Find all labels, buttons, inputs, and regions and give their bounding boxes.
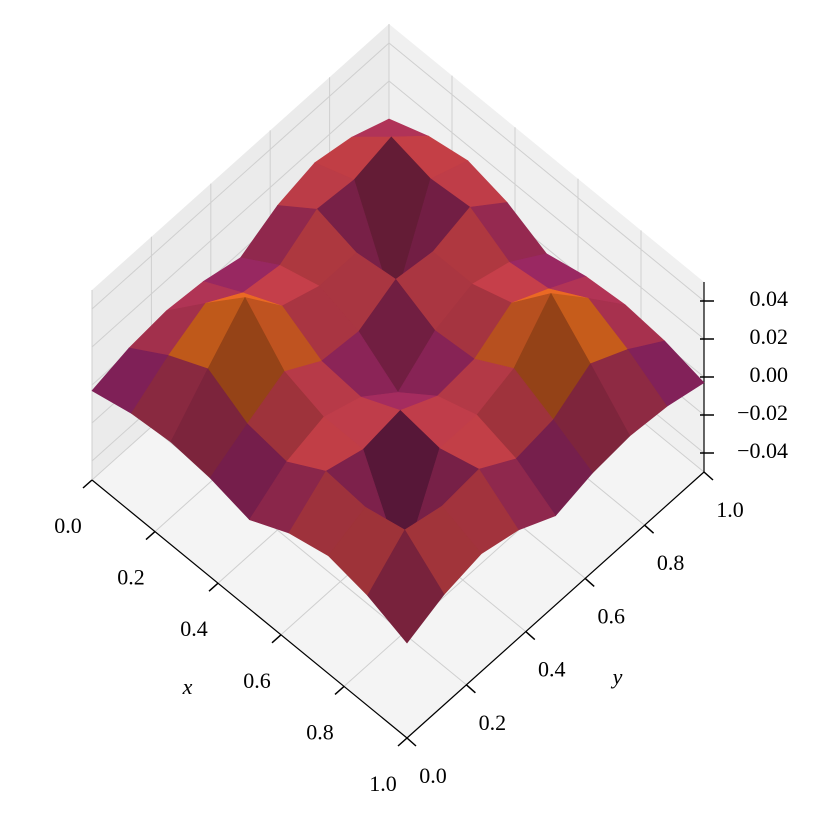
grid-line [91,42,390,310]
grid-line [388,42,705,302]
z-tick-label: 0.04 [750,286,789,311]
y-tick-label: 0.2 [479,710,507,735]
x-tick-label: 0.0 [54,513,82,538]
y-tick-label: 0.0 [419,763,447,788]
z-tick-label: −0.02 [737,400,788,425]
y-tick [465,684,476,694]
axis-line [91,479,408,739]
x-tick [397,737,408,747]
x-tick [334,685,345,695]
y-tick [525,631,536,641]
z-tick-label: 0.00 [750,362,789,387]
x-tick-label: 0.2 [117,565,145,590]
y-tick-label: 0.4 [538,657,566,682]
z-tick-label: −0.04 [737,438,788,463]
x-tick-label: 0.6 [243,668,271,693]
y-tick [406,737,417,747]
grid-line [91,80,390,348]
surface-face [367,529,445,644]
y-tick [584,577,595,587]
y-tick [703,471,714,481]
x-tick-label: 1.0 [369,771,397,796]
z-tick-label: 0.02 [750,324,789,349]
x-tick-label: 0.4 [180,616,208,641]
y-tick [644,524,655,534]
x-tick-label: 0.8 [306,719,334,744]
y-tick-label: 0.6 [597,603,625,628]
x-tick [145,531,156,541]
x-tick [82,479,93,489]
x-tick [208,582,219,592]
y-tick-label: 0.8 [657,550,685,575]
x-tick [271,634,282,644]
y-tick-label: 1.0 [716,497,744,522]
x-axis-label: x [182,674,193,699]
grid-line [388,80,705,340]
y-axis-label: y [611,664,623,689]
axis-line [406,471,705,739]
